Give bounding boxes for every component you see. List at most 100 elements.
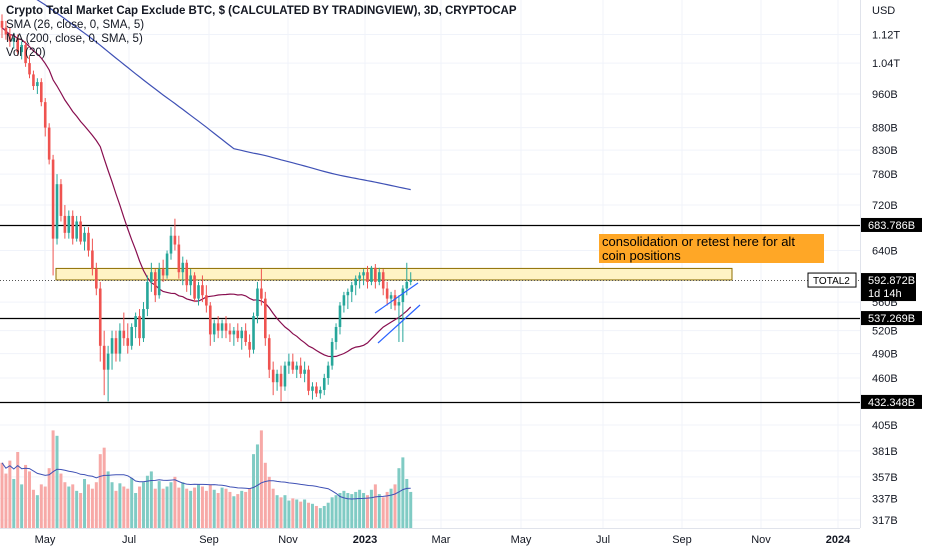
trendline-upper xyxy=(374,282,419,314)
candle xyxy=(409,272,413,286)
candle-body xyxy=(264,298,267,339)
volume-bar xyxy=(385,491,389,528)
y-tick-label: 960B xyxy=(872,89,898,101)
candle xyxy=(67,210,71,239)
candle xyxy=(208,302,212,346)
ma200-legend[interactable]: MA (200, close, 0, SMA, 5) xyxy=(6,33,143,45)
candle xyxy=(287,353,291,374)
volume-bar xyxy=(43,486,47,528)
price-axis-separator xyxy=(860,0,861,528)
candle xyxy=(0,14,4,38)
volume-bar xyxy=(12,478,16,528)
candle-body xyxy=(40,82,43,103)
volume-bar xyxy=(20,484,24,528)
candle-body xyxy=(165,253,169,276)
volume-bar xyxy=(141,482,145,528)
x-tick-label: 2023 xyxy=(353,534,377,546)
y-tick-label: 830B xyxy=(872,145,898,157)
volume-bar xyxy=(330,497,334,528)
candle xyxy=(95,262,98,296)
candle xyxy=(381,269,385,296)
candle xyxy=(374,264,377,289)
volume-bar xyxy=(322,505,326,528)
candle xyxy=(75,215,78,242)
candle xyxy=(114,330,118,362)
candle-body xyxy=(185,262,189,286)
sma26-legend[interactable]: SMA (26, close, 0, SMA, 5) xyxy=(6,19,145,31)
candle xyxy=(240,326,244,350)
candle xyxy=(118,323,122,362)
volume-bar xyxy=(110,482,114,528)
candle-body xyxy=(334,326,338,342)
candle xyxy=(126,323,130,354)
candle-body xyxy=(134,316,137,327)
candle xyxy=(389,291,393,310)
volume-bar xyxy=(59,473,63,528)
candle xyxy=(271,361,275,396)
volume-bar xyxy=(24,464,28,528)
y-tick-label: 520B xyxy=(872,326,898,338)
volume-bar xyxy=(409,491,413,528)
candle xyxy=(36,78,39,94)
volume-bar xyxy=(279,497,283,528)
volume-bar xyxy=(291,498,295,528)
volume-legend[interactable]: Vol (20) xyxy=(6,47,46,59)
candle xyxy=(193,272,196,303)
candle-body xyxy=(212,323,216,335)
candle-body xyxy=(366,272,369,282)
candle xyxy=(122,312,126,346)
y-tick-label: 357B xyxy=(872,472,898,484)
volume-bar xyxy=(130,477,134,528)
volume-bar xyxy=(228,491,232,528)
candle xyxy=(161,259,165,282)
volume-bar xyxy=(83,478,87,528)
candle xyxy=(181,256,185,286)
candle xyxy=(358,272,361,289)
volume-bar xyxy=(346,493,350,528)
trendline-lower xyxy=(377,304,421,344)
candle-body xyxy=(275,373,279,383)
candle xyxy=(350,281,354,303)
volume-bar xyxy=(252,454,256,528)
candle-body xyxy=(319,389,322,394)
current-price-bg xyxy=(861,273,916,302)
volume-bar xyxy=(212,489,216,528)
candle xyxy=(244,323,247,346)
volume-bar xyxy=(232,496,236,528)
candle-body xyxy=(161,269,165,276)
volume-bar xyxy=(193,487,197,528)
volume-bar xyxy=(389,488,393,528)
candle xyxy=(322,373,326,396)
candle-body xyxy=(55,184,59,239)
candle-body xyxy=(110,338,114,354)
text-annotation[interactable]: consolidation or retest here for alt coi… xyxy=(599,234,824,263)
candle xyxy=(43,98,47,137)
volume-bar xyxy=(271,488,275,528)
candle xyxy=(370,265,373,286)
level-label-1: 537.269B xyxy=(868,313,915,325)
y-tick-label: 490B xyxy=(872,349,898,361)
volume-bar xyxy=(63,482,67,528)
y-tick-label: 640B xyxy=(872,246,898,258)
candle xyxy=(91,238,94,276)
candle xyxy=(385,281,389,306)
volume-bar xyxy=(181,482,185,528)
chart-title[interactable]: Crypto Total Market Cap Exclude BTC, $ (… xyxy=(6,5,517,17)
candle xyxy=(330,338,334,370)
candle-body xyxy=(291,361,295,370)
candle-body xyxy=(75,221,78,239)
candle xyxy=(315,382,318,397)
x-tick-label: May xyxy=(35,534,56,546)
volume-bar xyxy=(287,500,291,528)
candle xyxy=(252,312,255,354)
candle-body xyxy=(24,44,27,64)
candle-body xyxy=(322,378,326,390)
candle xyxy=(405,262,409,296)
volume-bar xyxy=(381,497,385,528)
candle xyxy=(393,289,397,311)
candle-body xyxy=(63,215,67,233)
x-tick-label: Sep xyxy=(672,534,692,546)
candle-body xyxy=(326,365,330,378)
